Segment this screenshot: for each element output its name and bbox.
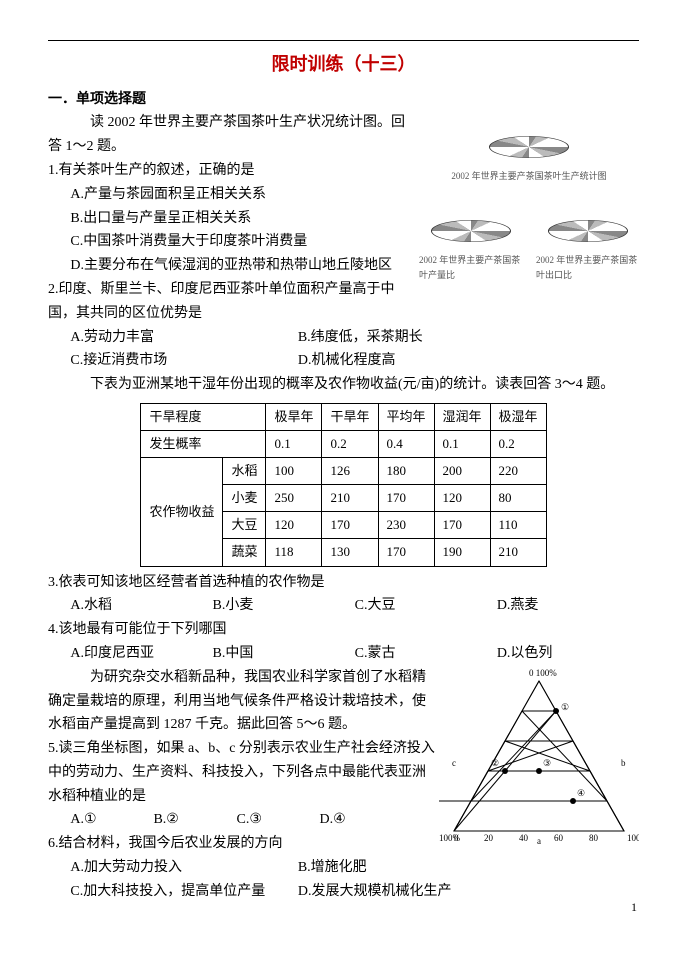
cell: 170 [378,485,434,512]
th-5: 极湿年 [490,403,546,430]
q3-opts: A.水稻 B.小麦 C.大豆 D.燕麦 [48,594,639,618]
svg-text:100%: 100% [627,833,639,843]
prob-label: 发生概率 [141,431,266,458]
cell: 110 [490,512,546,539]
cell: 190 [434,539,490,566]
q5-b: B.② [153,808,236,832]
cell: 170 [434,512,490,539]
q2-c: C.接近消费市场 [70,349,297,373]
cell: 130 [322,539,378,566]
crop-2: 大豆 [223,512,266,539]
cell: 230 [378,512,434,539]
section-heading: 一．单项选择题 [48,88,639,112]
cell: 250 [266,485,322,512]
q5-opts: A.① B.② C.③ D.④ [48,808,403,832]
pie-top: 2002 年世界主要产茶国茶叶生产统计图 [419,111,639,199]
svg-text:③: ③ [543,758,551,768]
cell: 210 [490,539,546,566]
q4-b: B.中国 [213,642,355,666]
q5-d: D.④ [320,808,403,832]
q6-row1: A.加大劳动力投入 B.增施化肥 [48,856,639,880]
prob-1: 0.2 [322,431,378,458]
q6-b: B.增施化肥 [298,856,525,880]
q4-stem: 4.该地最有可能位于下列哪国 [48,618,639,642]
q2-row1: A.劳动力丰富 B.纬度低，采茶期长 [48,326,639,350]
q3-a: A.水稻 [70,594,212,618]
crop-3: 蔬菜 [223,539,266,566]
ternary-figure: ① ② ③ ④ 0 100% 100% 100% c b a 0 20 40 6… [439,666,639,846]
pie-top-caption: 2002 年世界主要产茶国茶叶生产统计图 [451,169,606,184]
table-row: 干旱程度 极旱年 干旱年 平均年 湿润年 极湿年 [141,403,546,430]
th-1: 极旱年 [266,403,322,430]
q2-b: B.纬度低，采茶期长 [298,326,525,350]
svg-text:①: ① [561,702,569,712]
page-number: 1 [631,897,637,917]
q4-d: D.以色列 [497,642,639,666]
cell: 170 [378,539,434,566]
q2-d: D.机械化程度高 [298,349,525,373]
svg-text:60: 60 [554,833,564,843]
svg-text:80: 80 [589,833,599,843]
svg-text:c: c [452,758,456,768]
q5-a: A.① [70,808,153,832]
th-0: 干旱程度 [141,403,266,430]
svg-text:0 100%: 0 100% [529,668,557,678]
q6-d: D.发展大规模机械化生产 [298,880,525,904]
svg-text:a: a [537,836,541,846]
q4-opts: A.印度尼西亚 B.中国 C.蒙古 D.以色列 [48,642,639,666]
q6-a: A.加大劳动力投入 [70,856,297,880]
svg-text:b: b [621,758,626,768]
th-2: 干旱年 [322,403,378,430]
intro-2: 下表为亚洲某地干湿年份出现的概率及农作物收益(元/亩)的统计。读表回答 3～4 … [48,373,639,397]
cell: 200 [434,458,490,485]
cell: 118 [266,539,322,566]
pie-bl-caption: 2002 年世界主要产茶国茶叶产量比 [419,253,522,284]
top-rule [48,40,639,41]
th-3: 平均年 [378,403,434,430]
q3-d: D.燕麦 [497,594,639,618]
ternary-svg: ① ② ③ ④ 0 100% 100% 100% c b a 0 20 40 6… [439,666,639,846]
cell: 180 [378,458,434,485]
cell: 80 [490,485,546,512]
svg-text:40: 40 [519,833,529,843]
q3-c: C.大豆 [355,594,497,618]
crop-1: 小麦 [223,485,266,512]
cell: 210 [322,485,378,512]
tea-pie-figure: 2002 年世界主要产茶国茶叶生产统计图 2002 年世界主要产茶国茶叶产量比 … [419,111,639,291]
q2-a: A.劳动力丰富 [70,326,297,350]
prob-0: 0.1 [266,431,322,458]
crop-0: 水稻 [223,458,266,485]
cell: 100 [266,458,322,485]
svg-text:④: ④ [577,788,585,798]
pie-bottom-row: 2002 年世界主要产茶国茶叶产量比 2002 年世界主要产茶国茶叶出口比 [419,203,639,291]
pie-br-caption: 2002 年世界主要产茶国茶叶出口比 [536,253,639,284]
svg-text:20: 20 [484,833,494,843]
table-row: 发生概率 0.1 0.2 0.4 0.1 0.2 [141,431,546,458]
prob-2: 0.4 [378,431,434,458]
cell: 120 [266,512,322,539]
th-4: 湿润年 [434,403,490,430]
q6-row2: C.加大科技投入，提高单位产量 D.发展大规模机械化生产 [48,880,639,904]
side-label: 农作物收益 [141,458,223,566]
cell: 220 [490,458,546,485]
cell: 126 [322,458,378,485]
prob-4: 0.2 [490,431,546,458]
prob-3: 0.1 [434,431,490,458]
q3-stem: 3.依表可知该地区经营者首选种植的农作物是 [48,571,639,595]
cell: 170 [322,512,378,539]
q4-c: C.蒙古 [355,642,497,666]
q3-b: B.小麦 [213,594,355,618]
page-title: 限时训练（十三） [48,49,639,80]
q5-c: C.③ [236,808,319,832]
q4-a: A.印度尼西亚 [70,642,212,666]
q6-c: C.加大科技投入，提高单位产量 [70,880,297,904]
table-row: 农作物收益 水稻 100 126 180 200 220 [141,458,546,485]
cell: 120 [434,485,490,512]
svg-text:0: 0 [454,833,459,843]
q2-row2: C.接近消费市场 D.机械化程度高 [48,349,639,373]
svg-text:②: ② [491,758,499,768]
crop-table: 干旱程度 极旱年 干旱年 平均年 湿润年 极湿年 发生概率 0.1 0.2 0.… [140,403,546,567]
